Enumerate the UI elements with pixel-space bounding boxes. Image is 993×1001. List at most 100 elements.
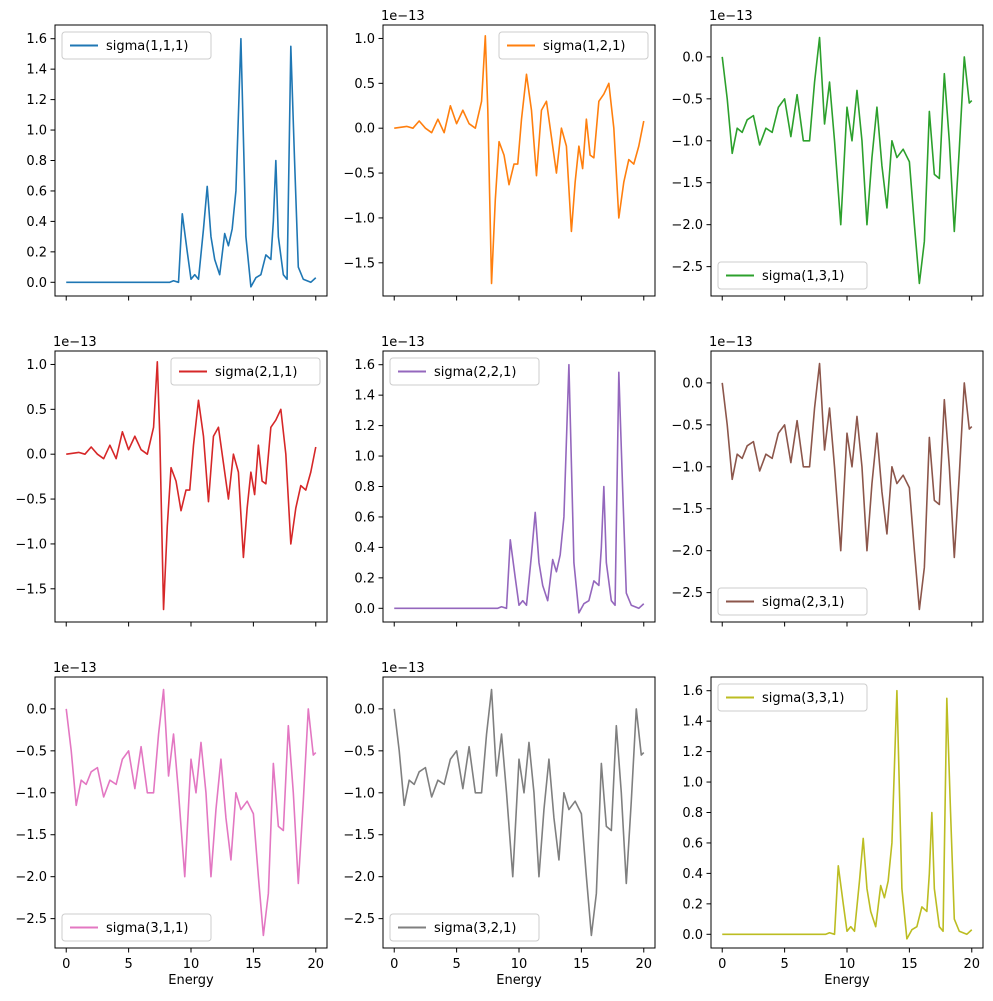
y-tick-label: 0.0	[682, 376, 703, 391]
y-tick-label: −1.5	[343, 828, 375, 843]
y-tick-label: 0.0	[26, 702, 47, 717]
x-tick-label: 10	[183, 957, 200, 972]
legend-label: sigma(2,1,1)	[215, 365, 298, 380]
y-tick-label: 0.8	[354, 480, 375, 495]
y-tick-label: −2.0	[671, 544, 703, 559]
y-tick-label: 0.0	[354, 122, 375, 137]
y-tick-label: 0.0	[682, 50, 703, 65]
y-tick-label: 1.2	[354, 419, 375, 434]
y-tick-label: −2.0	[671, 218, 703, 233]
legend-box	[170, 357, 321, 386]
series-line	[393, 688, 645, 937]
y-tick-label: 0.8	[26, 154, 47, 169]
y-tick-label: 0.0	[26, 276, 47, 291]
y-tick-label: 0.0	[26, 448, 47, 463]
y-tick-label: −1.0	[15, 786, 47, 801]
axes-frame	[382, 24, 656, 297]
x-tick-label: 15	[245, 957, 262, 972]
y-tick-label: 1.0	[354, 450, 375, 465]
series-line	[721, 362, 973, 611]
x-tick-label: 0	[390, 957, 398, 972]
legend: sigma(1,2,1)	[498, 31, 649, 60]
legend: sigma(3,2,1)	[389, 913, 540, 942]
y-tick-label: 0.0	[354, 702, 375, 717]
y-tick-label: −0.5	[671, 92, 703, 107]
y-tick-label: 1.2	[682, 745, 703, 760]
legend: sigma(3,3,1)	[717, 683, 868, 712]
y-tick-label: −0.5	[343, 167, 375, 182]
y-tick-label: −2.5	[671, 260, 703, 275]
axes-frame	[54, 350, 328, 623]
legend-box	[717, 587, 868, 616]
subplot-3: −2.5 −2.0 −1.5 −1.0 −0.5 0.0 1e−13 sigma(1,3,1)	[671, 9, 984, 301]
axes-frame	[710, 24, 984, 297]
y-tick-label: −1.0	[15, 537, 47, 552]
y-tick-label: −2.5	[343, 912, 375, 927]
y-tick-label: −1.0	[343, 211, 375, 226]
y-tick-label: 0.0	[682, 928, 703, 943]
y-tick-label: 0.2	[682, 897, 703, 912]
x-tick-label: 20	[307, 957, 324, 972]
y-offset-label: 1e−13	[381, 661, 425, 676]
y-tick-label: 1.0	[26, 124, 47, 139]
y-tick-label: 0.2	[354, 571, 375, 586]
y-tick-label: 0.5	[26, 403, 47, 418]
x-tick-label: 5	[452, 957, 460, 972]
y-tick-label: −0.5	[343, 744, 375, 759]
y-tick-label: 1.2	[26, 93, 47, 108]
legend-label: sigma(1,3,1)	[762, 269, 845, 284]
y-tick-label: 0.6	[354, 510, 375, 525]
legend: sigma(2,1,1)	[170, 357, 321, 386]
y-tick-label: −2.0	[343, 870, 375, 885]
y-tick-label: 0.6	[26, 184, 47, 199]
y-tick-label: 0.6	[682, 836, 703, 851]
y-tick-label: 0.0	[354, 602, 375, 617]
axes-frame	[710, 350, 984, 623]
legend-box	[717, 683, 868, 712]
series-line	[66, 37, 317, 288]
legend: sigma(2,3,1)	[717, 587, 868, 616]
x-tick-label: 20	[963, 957, 980, 972]
x-tick-label: 10	[511, 957, 528, 972]
y-tick-label: 1.0	[682, 776, 703, 791]
y-tick-label: 0.5	[354, 77, 375, 92]
series-line	[66, 360, 317, 611]
legend-label: sigma(2,3,1)	[762, 595, 845, 610]
subplot-9: 0.0 0.2 0.4 0.6 0.8 1.0 1.2 1.4 1.6 0 5 10 15 20 Energ…	[682, 676, 984, 988]
x-tick-label: 5	[124, 957, 132, 972]
subplot-4: −1.5 −1.0 −0.5 0.0 0.5 1.0 1e−13 sigma(2,1,1)	[15, 335, 328, 627]
subplot-7: −2.5 −2.0 −1.5 −1.0 −0.5 0.0 0 5 10 15 20 Energy 1e−…	[15, 661, 328, 988]
subplot-1: 0.0 0.2 0.4 0.6 0.8 1.0 1.2 1.4 1.6 sigma(1,1,1)	[26, 24, 328, 301]
axes-frame	[54, 24, 328, 297]
y-tick-label: −0.5	[15, 493, 47, 508]
legend-box	[498, 31, 649, 60]
legend-label: sigma(3,1,1)	[106, 921, 189, 936]
x-tick-label: 15	[901, 957, 918, 972]
legend-label: sigma(3,3,1)	[762, 691, 845, 706]
y-tick-label: −1.5	[671, 176, 703, 191]
y-offset-label: 1e−13	[53, 661, 97, 676]
x-axis-title: Energy	[168, 973, 214, 988]
y-tick-label: 1.0	[354, 32, 375, 47]
y-tick-label: −1.5	[343, 256, 375, 271]
series-line	[394, 34, 645, 285]
subplot-8: −2.5 −2.0 −1.5 −1.0 −0.5 0.0 0 5 10 15 20 Energy 1e−…	[343, 661, 656, 988]
legend-label: sigma(1,1,1)	[106, 39, 189, 54]
y-tick-label: 1.6	[354, 358, 375, 373]
y-tick-label: 1.6	[682, 684, 703, 699]
x-tick-label: 10	[839, 957, 856, 972]
y-tick-label: −2.0	[15, 870, 47, 885]
legend-label: sigma(1,2,1)	[543, 39, 626, 54]
y-tick-label: 1.6	[26, 32, 47, 47]
legend: sigma(3,1,1)	[61, 913, 212, 942]
legend-box	[389, 357, 540, 386]
legend-box	[61, 913, 212, 942]
axes-frame	[54, 676, 328, 949]
y-tick-label: 0.4	[682, 867, 703, 882]
y-offset-label: 1e−13	[381, 335, 425, 350]
axes-frame	[710, 676, 984, 949]
y-offset-label: 1e−13	[381, 9, 425, 24]
y-tick-label: −0.5	[671, 418, 703, 433]
y-tick-label: 1.4	[682, 715, 703, 730]
